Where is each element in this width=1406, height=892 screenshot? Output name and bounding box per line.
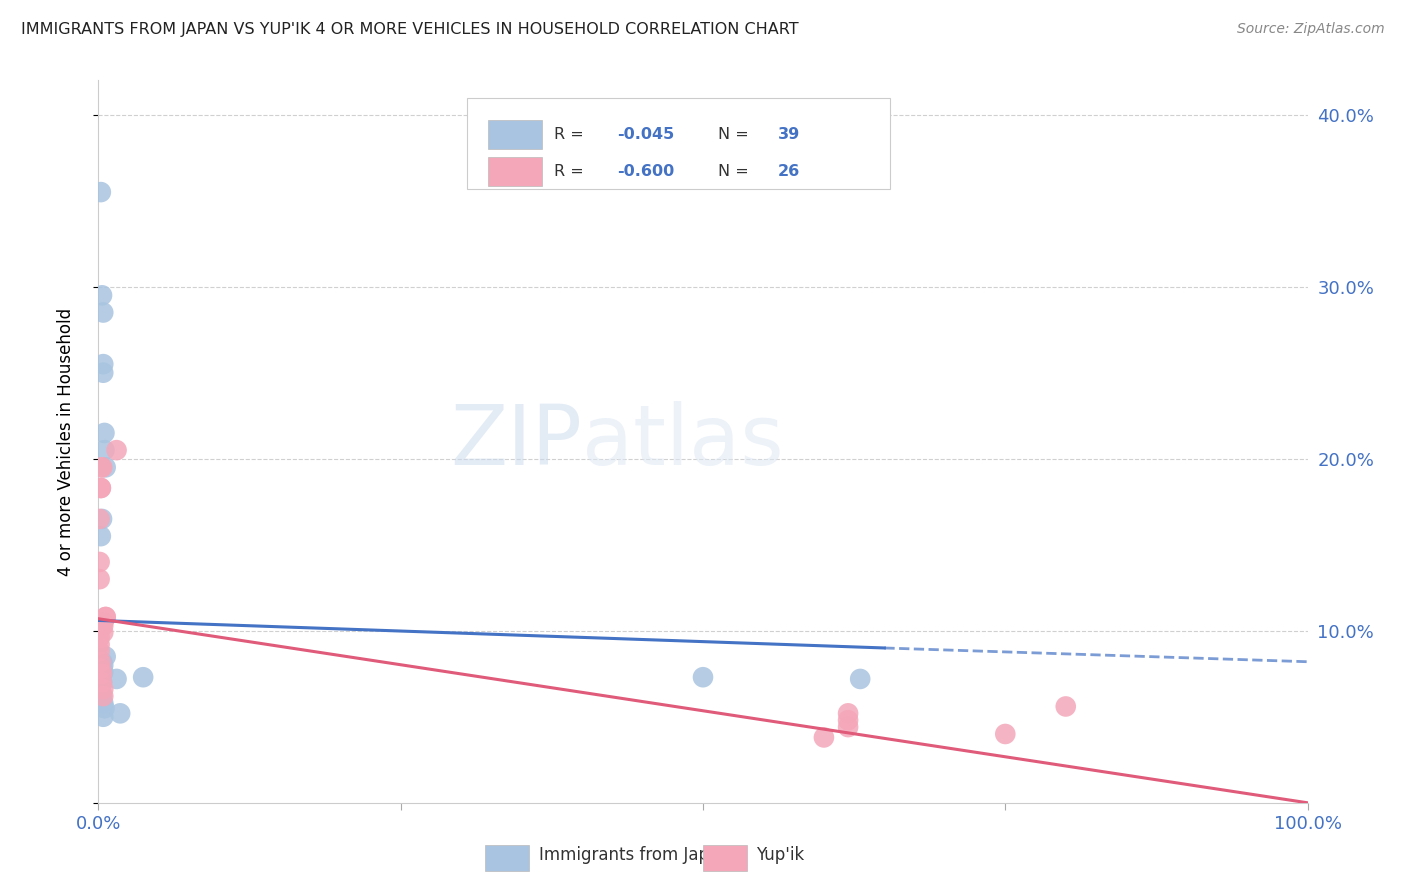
- Text: R =: R =: [554, 164, 589, 179]
- Point: [94, 460, 117, 475]
- Point: [90, 668, 112, 682]
- Text: Immigrants from Japan: Immigrants from Japan: [538, 846, 730, 863]
- Point: [91, 460, 114, 475]
- Point: [91, 658, 114, 673]
- Point: [1054, 699, 1077, 714]
- Text: Yup'ik: Yup'ik: [756, 846, 804, 863]
- Point: [91, 675, 114, 690]
- Point: [93, 425, 115, 440]
- Text: -0.600: -0.600: [617, 164, 675, 179]
- Point: [91, 460, 114, 475]
- Point: [90, 655, 112, 669]
- Text: N =: N =: [717, 164, 754, 179]
- Point: [91, 305, 114, 319]
- Point: [90, 655, 112, 669]
- Point: [89, 615, 111, 630]
- Text: 26: 26: [778, 164, 800, 179]
- Point: [89, 624, 111, 638]
- Point: [89, 512, 111, 526]
- Point: [91, 662, 114, 676]
- Point: [89, 679, 111, 693]
- Text: -0.045: -0.045: [617, 127, 675, 142]
- Text: IMMIGRANTS FROM JAPAN VS YUP'IK 4 OR MORE VEHICLES IN HOUSEHOLD CORRELATION CHAR: IMMIGRANTS FROM JAPAN VS YUP'IK 4 OR MOR…: [21, 22, 799, 37]
- Point: [91, 682, 114, 697]
- Point: [89, 655, 111, 669]
- Point: [837, 720, 859, 734]
- Point: [89, 662, 111, 676]
- Point: [91, 618, 114, 632]
- Point: [837, 706, 859, 721]
- Point: [91, 668, 114, 682]
- Point: [94, 610, 117, 624]
- Point: [91, 665, 114, 679]
- Text: N =: N =: [717, 127, 754, 142]
- FancyBboxPatch shape: [488, 120, 543, 148]
- Text: Source: ZipAtlas.com: Source: ZipAtlas.com: [1237, 22, 1385, 37]
- Point: [91, 710, 114, 724]
- Point: [90, 686, 112, 700]
- Point: [91, 357, 114, 371]
- Point: [91, 675, 114, 690]
- Point: [994, 727, 1017, 741]
- FancyBboxPatch shape: [467, 98, 890, 189]
- Point: [91, 689, 114, 703]
- Point: [91, 288, 114, 302]
- Text: R =: R =: [554, 127, 589, 142]
- Point: [89, 572, 111, 586]
- Point: [90, 481, 112, 495]
- Point: [90, 662, 112, 676]
- Point: [90, 481, 112, 495]
- Point: [91, 655, 114, 669]
- Point: [849, 672, 872, 686]
- Point: [89, 658, 111, 673]
- Text: ZIP: ZIP: [450, 401, 582, 482]
- Point: [89, 672, 111, 686]
- Point: [91, 615, 114, 630]
- Point: [90, 658, 112, 673]
- Point: [108, 706, 131, 721]
- Point: [105, 443, 128, 458]
- Point: [90, 679, 112, 693]
- Point: [91, 696, 114, 710]
- Point: [91, 625, 114, 640]
- FancyBboxPatch shape: [488, 157, 543, 186]
- Point: [89, 555, 111, 569]
- Point: [91, 366, 114, 380]
- Point: [90, 529, 112, 543]
- Point: [89, 638, 111, 652]
- Point: [91, 512, 114, 526]
- Point: [93, 443, 115, 458]
- Point: [90, 675, 112, 690]
- Point: [89, 644, 111, 658]
- Point: [91, 658, 114, 673]
- Point: [91, 666, 114, 681]
- Point: [94, 649, 117, 664]
- Point: [813, 731, 835, 745]
- Point: [132, 670, 155, 684]
- Point: [89, 631, 111, 645]
- FancyBboxPatch shape: [485, 845, 529, 871]
- Point: [90, 185, 112, 199]
- Text: 39: 39: [778, 127, 800, 142]
- Point: [837, 713, 859, 727]
- Point: [105, 672, 128, 686]
- Y-axis label: 4 or more Vehicles in Household: 4 or more Vehicles in Household: [56, 308, 75, 575]
- Point: [90, 665, 112, 679]
- Point: [91, 689, 114, 703]
- FancyBboxPatch shape: [703, 845, 747, 871]
- Point: [93, 701, 115, 715]
- Point: [94, 610, 117, 624]
- Text: atlas: atlas: [582, 401, 783, 482]
- Point: [692, 670, 714, 684]
